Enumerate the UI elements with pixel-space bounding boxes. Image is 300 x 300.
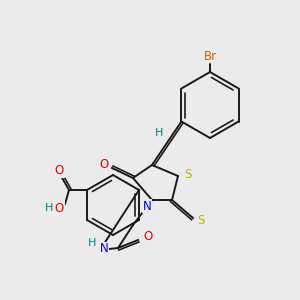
- Text: O: O: [143, 230, 153, 244]
- Text: H: H: [45, 203, 53, 213]
- Text: H: H: [88, 238, 96, 248]
- Text: N: N: [142, 200, 152, 212]
- Text: O: O: [99, 158, 109, 170]
- Text: S: S: [184, 167, 192, 181]
- Text: S: S: [197, 214, 205, 226]
- Text: O: O: [54, 202, 64, 214]
- Text: Br: Br: [203, 50, 217, 62]
- Text: N: N: [100, 242, 108, 256]
- Text: O: O: [54, 164, 64, 178]
- Text: H: H: [154, 128, 163, 138]
